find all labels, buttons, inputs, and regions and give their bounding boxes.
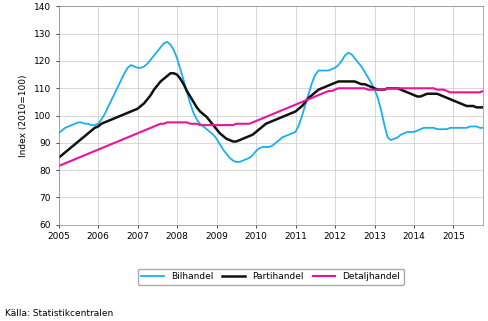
Partihandel bbox=[487, 104, 488, 108]
Detaljhandel bbox=[408, 86, 414, 90]
Bilhandel bbox=[191, 111, 197, 115]
Partihandel bbox=[56, 156, 61, 160]
Line: Detaljhandel: Detaljhandel bbox=[59, 88, 488, 166]
Bilhandel bbox=[408, 130, 414, 134]
Detaljhandel bbox=[335, 86, 341, 90]
Bilhandel bbox=[203, 127, 209, 131]
Partihandel bbox=[203, 115, 209, 119]
Partihandel bbox=[92, 126, 98, 130]
Detaljhandel bbox=[108, 142, 114, 146]
Detaljhandel bbox=[201, 123, 206, 127]
Detaljhandel bbox=[187, 122, 193, 126]
Line: Bilhandel: Bilhandel bbox=[59, 42, 488, 162]
Bilhandel bbox=[164, 40, 170, 44]
Y-axis label: Index (2010=100): Index (2010=100) bbox=[19, 74, 28, 157]
Partihandel bbox=[167, 71, 173, 75]
Legend: Bilhandel, Partihandel, Detaljhandel: Bilhandel, Partihandel, Detaljhandel bbox=[138, 268, 404, 285]
Text: Källa: Statistikcentralen: Källa: Statistikcentralen bbox=[5, 309, 113, 318]
Partihandel bbox=[108, 118, 114, 122]
Bilhandel bbox=[92, 123, 98, 127]
Detaljhandel bbox=[487, 89, 488, 93]
Partihandel bbox=[408, 92, 414, 96]
Bilhandel bbox=[233, 160, 239, 164]
Bilhandel bbox=[487, 123, 488, 127]
Bilhandel bbox=[411, 130, 417, 134]
Partihandel bbox=[405, 91, 410, 94]
Detaljhandel bbox=[92, 149, 98, 153]
Partihandel bbox=[191, 100, 197, 104]
Bilhandel bbox=[108, 99, 114, 102]
Bilhandel bbox=[56, 131, 61, 135]
Detaljhandel bbox=[56, 164, 61, 168]
Line: Partihandel: Partihandel bbox=[59, 73, 488, 158]
Detaljhandel bbox=[405, 86, 410, 90]
